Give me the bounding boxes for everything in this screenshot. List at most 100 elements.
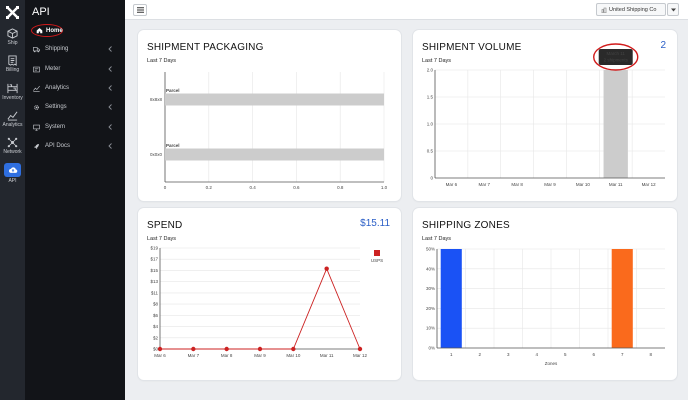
sidebar-item-analytics[interactable]: Analytics <box>25 80 125 96</box>
y-tick-label: 1.5 <box>427 95 434 100</box>
x-tick-label: 0.8 <box>337 185 344 190</box>
rail-item-api-highlight <box>4 163 21 177</box>
x-tick-label: Mar 9 <box>544 182 556 187</box>
spend-point <box>224 346 229 352</box>
x-tick-label: Mar 10 <box>576 182 591 187</box>
menu-toggle-button[interactable] <box>133 4 147 16</box>
box-icon <box>7 28 18 39</box>
y-tick-label: 50% <box>426 247 435 252</box>
bar-data-label: Parcel <box>166 143 180 148</box>
legend-label: USPS <box>371 258 383 263</box>
y-tick-label: $8 <box>153 302 159 307</box>
meter-icon <box>33 66 40 72</box>
icon-rail: Ship Billing Inventory Analytics Network… <box>0 0 25 400</box>
x-tick-label: 1 <box>450 352 453 357</box>
card-title: SPEND <box>147 220 183 231</box>
chevron-left-icon <box>108 46 112 52</box>
packaging-bar <box>165 148 384 161</box>
tooltip-title: March 11 <box>606 51 625 56</box>
carrier-selector-label: United Shipping Co <box>609 6 657 13</box>
card-title: SHIPPING ZONES <box>422 220 510 231</box>
sidebar-item-api-docs[interactable]: API Docs <box>25 138 125 154</box>
card-subtitle: Last 7 Days <box>422 236 452 242</box>
sidebar-item-label: API Docs <box>45 143 71 149</box>
top-bar: United Shipping Co <box>125 0 688 20</box>
sidebar-item-settings[interactable]: Settings <box>25 99 125 115</box>
rail-item-label: Analytics <box>2 122 23 128</box>
rail-item-api[interactable]: API <box>0 163 25 189</box>
bar-data-label: Parcel <box>166 88 180 93</box>
x-tick-label: Mar 12 <box>353 353 368 358</box>
card-title: SHIPMENT PACKAGING <box>147 42 264 53</box>
spend-point <box>357 346 363 352</box>
sidebar-item-shipping[interactable]: Shipping <box>25 41 125 57</box>
gear-icon <box>34 104 39 110</box>
spend-chart: $0 $2 $4 $6 $8 $11 $13 $15 $17 $19 Mar 6 Mar 7 Mar 8… <box>150 246 383 359</box>
spend-line <box>160 267 361 350</box>
sidebar-item-meter[interactable]: Meter <box>25 61 125 77</box>
x-tick-label: 2 <box>478 352 481 357</box>
x-tick-label: 0.6 <box>293 185 300 190</box>
y-tick-label: 30% <box>426 286 435 291</box>
cloud-icon <box>8 167 17 173</box>
x-tick-label: 6 <box>592 352 595 357</box>
caret-down-icon <box>670 8 676 11</box>
rail-item-analytics[interactable]: Analytics <box>0 110 25 136</box>
zones-chart: 0% 10% 20% 30% 40% 50% 1 2 3 4 5 6 7 8 Zones <box>426 247 665 366</box>
rail-item-label: API <box>8 178 17 184</box>
y-tick-label: 10% <box>426 326 435 331</box>
rail-item-label: Inventory <box>2 95 23 101</box>
x-tick-label: 4 <box>535 352 538 357</box>
chevron-left-icon <box>108 104 112 110</box>
rocket-icon <box>34 143 39 149</box>
sidebar-item-home[interactable]: Home <box>31 24 63 37</box>
sidebar-item-system[interactable]: System <box>25 119 125 135</box>
x-tick-label: 0.2 <box>206 185 213 190</box>
shelf-icon <box>7 83 18 94</box>
volume-bar <box>603 70 628 178</box>
sidebar: API Home Shipping Meter Analytics Settin… <box>25 0 125 400</box>
y-tick-label: $19 <box>150 246 158 251</box>
y-tick-label: 0x0x0 <box>150 152 163 157</box>
chevron-left-icon <box>108 85 112 91</box>
carrier-selector-button[interactable]: United Shipping Co <box>596 3 666 16</box>
x-tick-label: 3 <box>507 352 510 357</box>
app-logo-icon[interactable] <box>4 4 21 21</box>
x-tick-label: 5 <box>564 352 567 357</box>
x-tick-label: Mar 6 <box>446 182 458 187</box>
legend-swatch <box>374 250 380 256</box>
building-icon <box>601 7 607 13</box>
rail-item-network[interactable]: Network <box>0 137 25 163</box>
rail-item-ship[interactable]: Ship <box>0 28 25 54</box>
x-tick-label: 7 <box>621 352 624 357</box>
hamburger-icon <box>136 7 144 13</box>
x-tick-label: 1.0 <box>381 185 388 190</box>
rail-item-label: Ship <box>7 40 18 46</box>
y-tick-label: 8x8x8 <box>150 97 163 102</box>
chart-line-icon <box>33 85 40 92</box>
sidebar-item-label: Analytics <box>45 85 70 91</box>
sidebar-item-label: Settings <box>45 104 67 110</box>
x-tick-label: Mar 8 <box>511 182 523 187</box>
chart-line-icon <box>7 111 18 121</box>
chart-tooltip <box>598 49 633 65</box>
x-tick-label: Mar 6 <box>154 353 166 358</box>
x-axis-label: Zones <box>545 361 558 366</box>
highlight-ring <box>593 43 639 71</box>
rail-item-inventory[interactable]: Inventory <box>0 83 25 109</box>
carrier-dropdown-toggle[interactable] <box>667 3 679 16</box>
tooltip-body: 2 shipments <box>604 58 629 63</box>
y-tick-label: $13 <box>150 279 158 284</box>
rail-item-billing[interactable]: Billing <box>0 55 25 81</box>
y-tick-label: $17 <box>150 257 158 262</box>
y-tick-label: $6 <box>153 313 159 318</box>
spend-card: SPEND Last 7 Days $15.11 $0 $2 $4 $6 $8 $11 $1… <box>138 208 401 380</box>
y-tick-label: 1.0 <box>427 122 434 127</box>
monitor-icon <box>33 124 40 131</box>
y-tick-label: 40% <box>426 266 435 271</box>
rail-item-label: Billing <box>5 67 20 73</box>
x-tick-label: 0 <box>164 185 167 190</box>
x-tick-label: Mar 10 <box>286 353 301 358</box>
